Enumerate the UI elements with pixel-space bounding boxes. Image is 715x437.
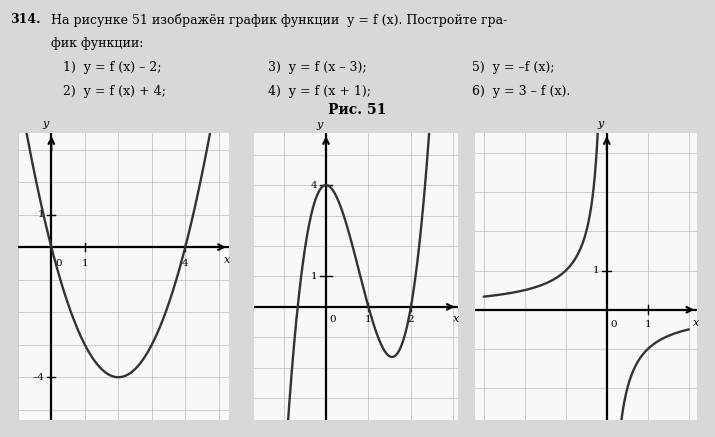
Text: 4)  y = f (x + 1);: 4) y = f (x + 1); <box>268 85 371 98</box>
Text: Рис. 51: Рис. 51 <box>328 103 387 118</box>
Text: 1: 1 <box>311 272 317 281</box>
Text: 4: 4 <box>311 180 317 190</box>
Text: 1: 1 <box>37 210 44 219</box>
Text: 1: 1 <box>365 316 372 324</box>
Text: y: y <box>316 120 322 130</box>
Text: 2: 2 <box>408 316 414 324</box>
Text: 1: 1 <box>82 260 88 268</box>
Text: фик функции:: фик функции: <box>51 37 144 50</box>
Text: 4: 4 <box>182 260 189 268</box>
Text: x: x <box>693 319 699 328</box>
Text: 3)  y = f (x – 3);: 3) y = f (x – 3); <box>268 61 367 74</box>
Text: 5)  y = –f (x);: 5) y = –f (x); <box>472 61 554 74</box>
Text: 1: 1 <box>644 319 651 329</box>
Text: 2)  y = f (x) + 4;: 2) y = f (x) + 4; <box>63 85 166 98</box>
Text: y: y <box>42 119 49 129</box>
Text: 0: 0 <box>55 260 62 268</box>
Text: 1)  y = f (x) – 2;: 1) y = f (x) – 2; <box>63 61 162 74</box>
Text: 0: 0 <box>330 316 336 324</box>
Text: y: y <box>597 119 603 129</box>
Text: x: x <box>453 315 460 324</box>
Text: 1: 1 <box>593 266 599 275</box>
Text: 6)  y = 3 – f (x).: 6) y = 3 – f (x). <box>472 85 570 98</box>
Text: На рисунке 51 изображён график функции  y = f (x). Постройте гра-: На рисунке 51 изображён график функции y… <box>51 13 508 27</box>
Text: 314.: 314. <box>10 13 41 26</box>
Text: x: x <box>224 255 230 265</box>
Text: 0: 0 <box>610 319 617 329</box>
Text: –4: –4 <box>32 373 44 382</box>
